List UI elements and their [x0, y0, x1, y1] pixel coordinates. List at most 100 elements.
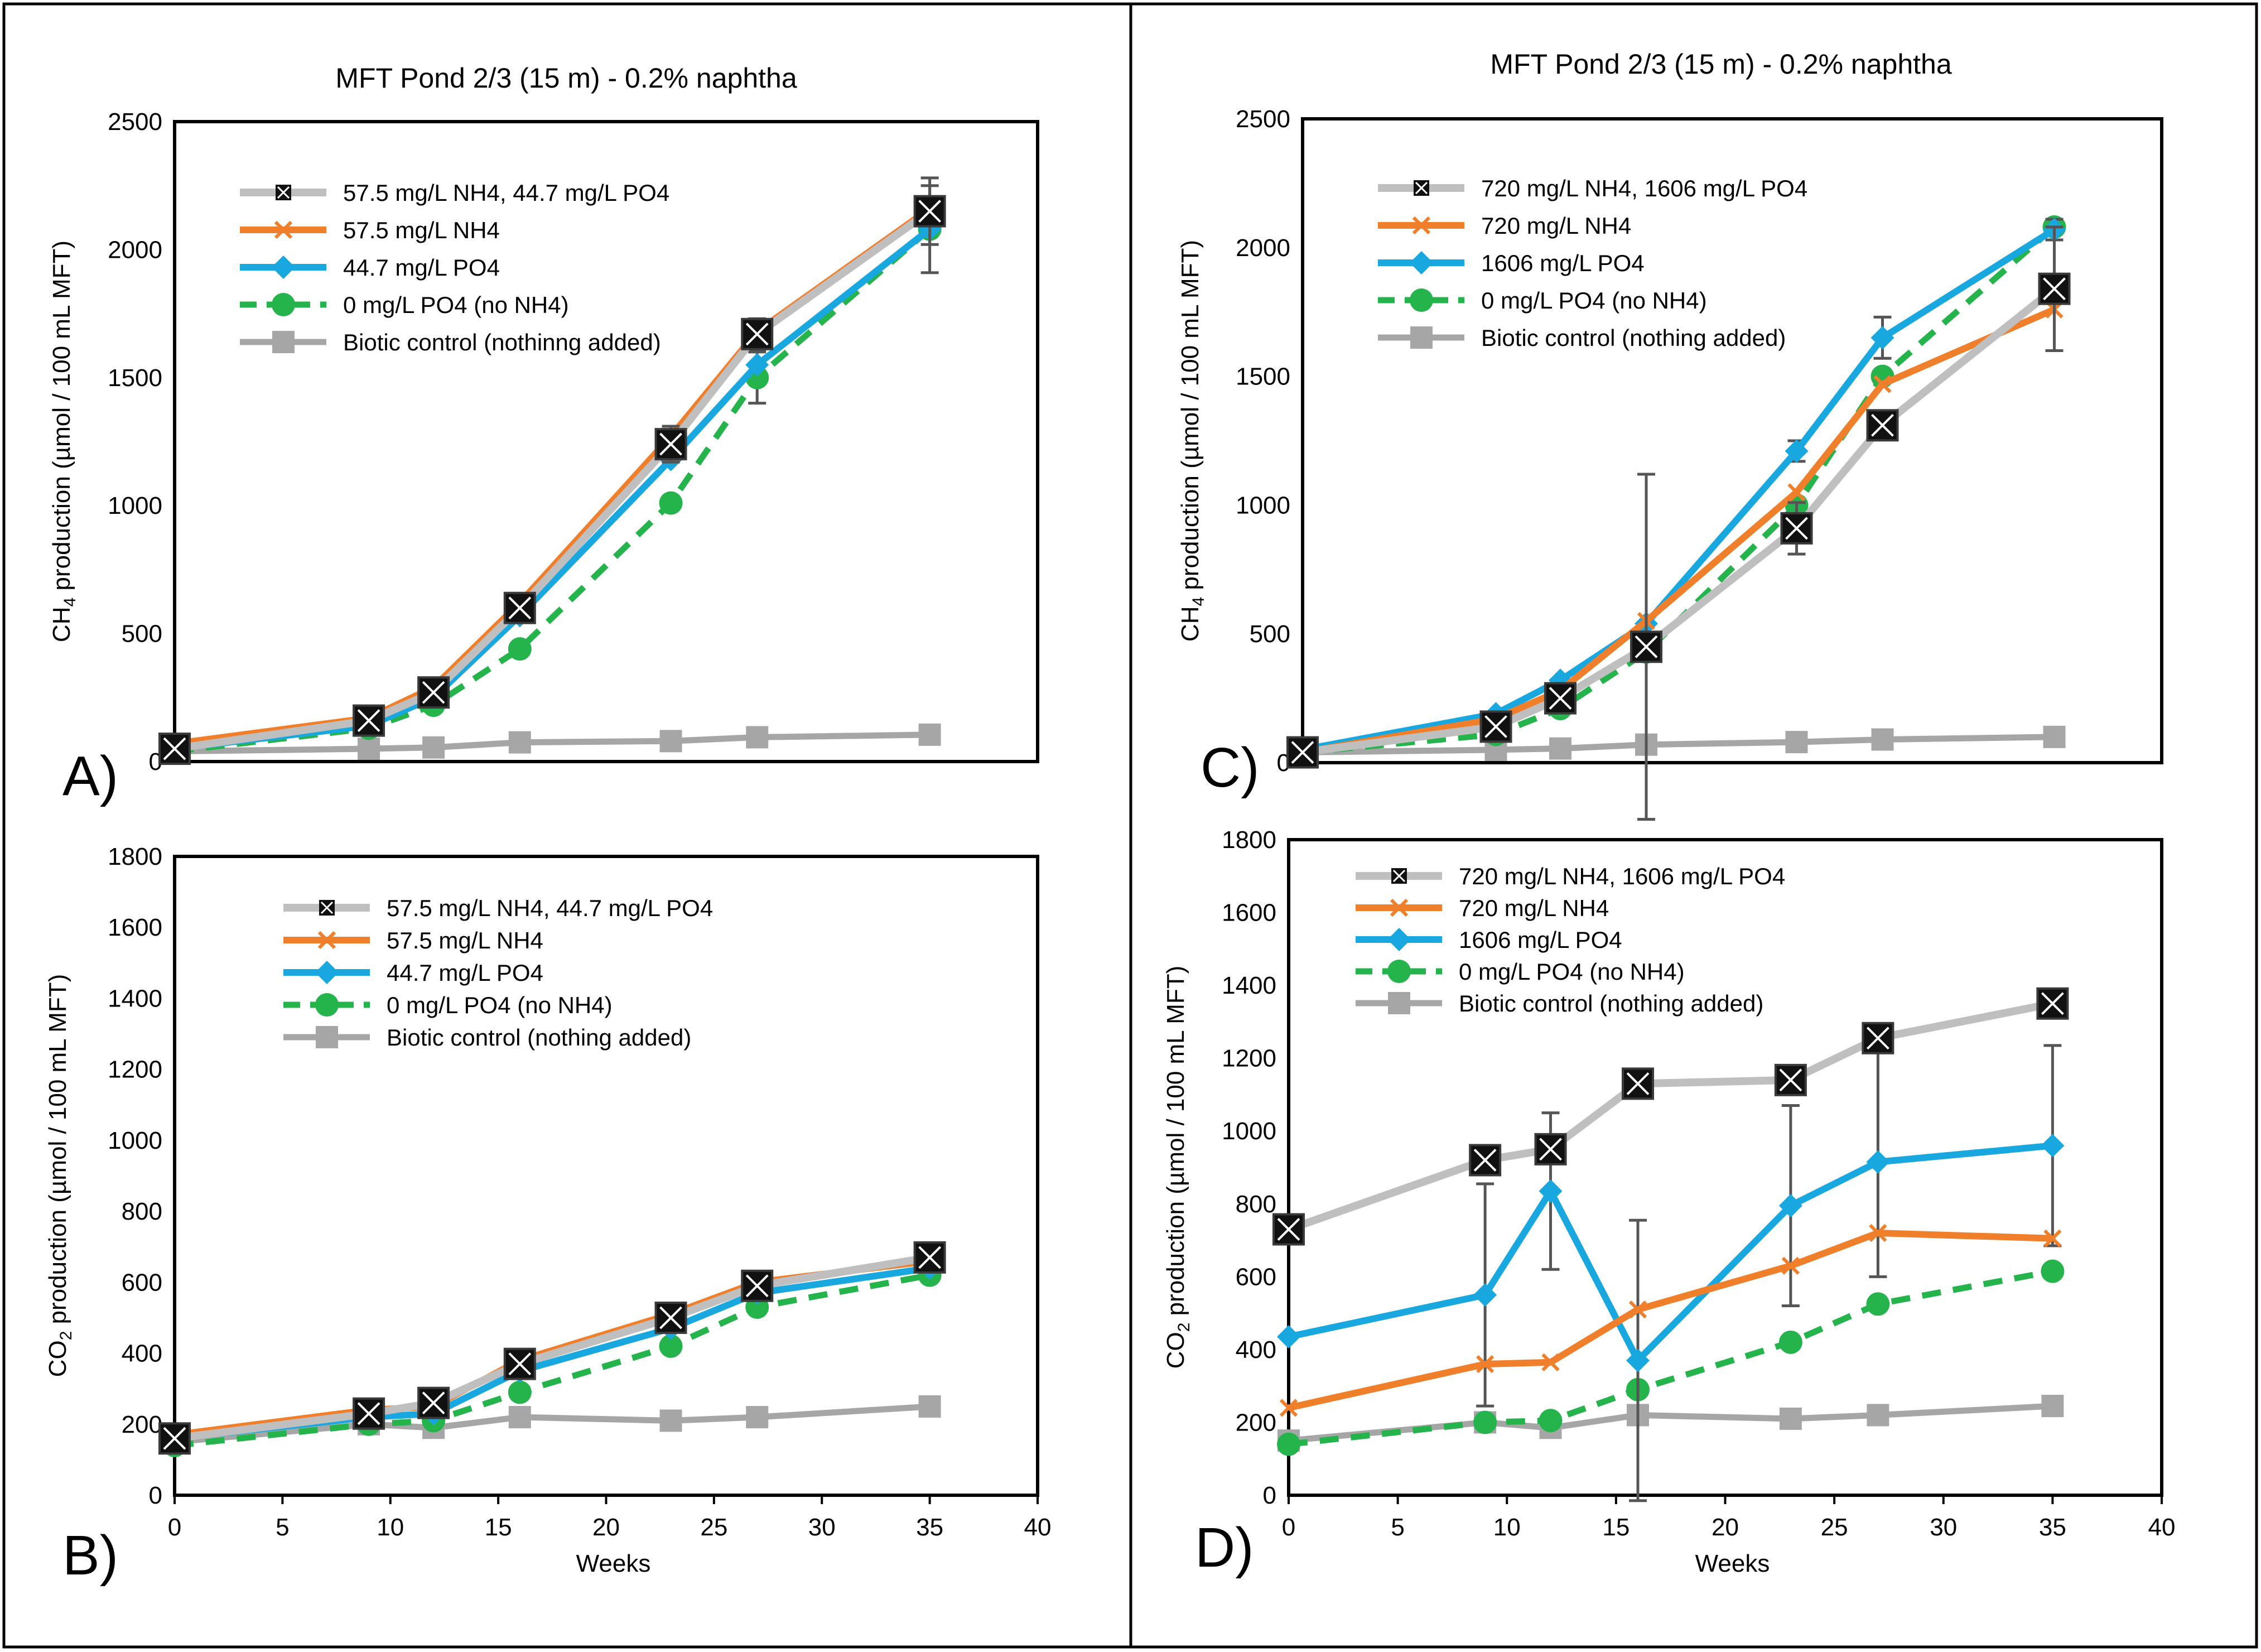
chart-d-series-3-point [1866, 1292, 1890, 1316]
chart-d-series-1-point [1869, 1224, 1887, 1242]
chart-b-series-0-point [741, 1269, 774, 1302]
chart-d-x-tick-label: 25 [1821, 1514, 1848, 1541]
chart-b-series-0-point [913, 1241, 946, 1274]
chart-c-legend-label-2: 1606 mg/L PO4 [1481, 250, 1645, 276]
chart-c-legend-label-0: 720 mg/L NH4, 1606 mg/L PO4 [1481, 175, 1807, 201]
chart-b-series-4-point [746, 1406, 769, 1429]
chart-c-y-tick-label: 2000 [1236, 234, 1290, 262]
chart-a-series-3-point [508, 637, 532, 661]
chart-b-x-tick-label: 0 [168, 1514, 181, 1541]
chart-c-series-2-point [1785, 439, 1809, 463]
chart-c-y-tick-label: 2500 [1236, 105, 1290, 133]
chart-d-legend-marker-3 [1387, 960, 1411, 983]
chart-c-legend-marker-0 [1414, 180, 1429, 196]
chart-c-y-tick-label: 500 [1250, 620, 1290, 648]
chart-b-series-3-point [659, 1334, 683, 1358]
chart-d-series-4-point [2041, 1395, 2064, 1418]
chart-a-series-0 [158, 176, 946, 765]
chart-d-y-tick-label: 1800 [1222, 826, 1276, 854]
chart-d-series-4-point [1779, 1407, 1802, 1430]
chart-a-series-0-point [741, 317, 774, 350]
chart-d-x-tick-label: 5 [1391, 1514, 1404, 1541]
chart-d-series-0-point [1272, 1213, 1305, 1246]
chart-b-legend-label-1: 57.5 mg/L NH4 [387, 927, 543, 953]
chart-c-legend-label-4: Biotic control (nothing added) [1481, 325, 1786, 351]
chart-d-series-2-point [1866, 1150, 1890, 1174]
chart-c-legend-marker-2 [1410, 251, 1433, 274]
chart-d-series-0 [1272, 987, 2069, 1246]
chart-d-series-2-point [1778, 1194, 1802, 1218]
chart-d-x-tick-label: 30 [1930, 1514, 1957, 1541]
chart-d-legend-label-0: 720 mg/L NH4, 1606 mg/L PO4 [1459, 863, 1785, 889]
chart-d-x-axis-title: Weeks [1695, 1550, 1770, 1577]
chart-b-y-tick-label: 1800 [108, 843, 162, 870]
chart-d-x-tick-label: 20 [1712, 1514, 1739, 1541]
chart-d-legend-label-4: Biotic control (nothing added) [1459, 990, 1763, 1017]
chart-b-y-tick-label: 400 [122, 1340, 162, 1367]
chart-c-legend-marker-1 [1412, 216, 1431, 235]
chart-d-legend-label-2: 1606 mg/L PO4 [1459, 927, 1622, 953]
chart-d-series-2-point [1277, 1325, 1300, 1349]
chart-a-legend-marker-0 [276, 185, 291, 200]
chart-d-series-1-point [1628, 1300, 1647, 1319]
chart-d-series-1-point [1541, 1353, 1560, 1371]
chart-d-x-tick-label: 35 [2039, 1514, 2066, 1541]
chart-a-legend-label-0: 57.5 mg/L NH4, 44.7 mg/L PO4 [343, 180, 669, 206]
chart-a-series-0-point [913, 195, 946, 228]
chart-a-legend-label-4: Biotic control (nothinng added) [343, 329, 661, 355]
chart-b-y-tick-label: 1400 [108, 985, 162, 1012]
chart-b-x-tick-label: 30 [808, 1514, 836, 1541]
panel-label-d: D) [1195, 1516, 1254, 1579]
chart-d-y-tick-label: 600 [1236, 1263, 1276, 1290]
chart-c-series-0-point [1630, 630, 1662, 663]
panel-label-c: C) [1201, 736, 1260, 799]
chart-c-series-1-point [1873, 375, 1892, 393]
chart-d-x-tick-label: 0 [1282, 1514, 1295, 1541]
chart-d-y-tick-label: 1000 [1222, 1118, 1276, 1145]
chart-a-series-0-point [654, 428, 687, 461]
chart-b-x-tick-label: 10 [377, 1514, 404, 1541]
chart-b-y-tick-label: 1200 [108, 1056, 162, 1083]
chart-a-series-4-point [422, 736, 445, 759]
chart-d-series-1-point [1279, 1399, 1298, 1417]
chart-b-x-axis-title: Weeks [576, 1550, 651, 1577]
chart-d-legend-marker-2 [1387, 928, 1411, 951]
chart-c-series-4-point [1871, 728, 1894, 751]
chart-c-legend-marker-3 [1410, 288, 1433, 312]
chart-a-legend-label-2: 44.7 mg/L PO4 [343, 254, 500, 281]
chart-d-series-0-point [1774, 1063, 1807, 1096]
chart-a-series-0-point [353, 704, 385, 737]
chart-b-y-axis-title: CO2 production (µmol / 100 mL MFT) [44, 974, 75, 1378]
chart-a-series-4-point [746, 726, 769, 749]
chart-c-series-0-point [1780, 512, 1813, 545]
chart-b-series-0-point [503, 1347, 536, 1380]
chart-a-legend-marker-3 [272, 293, 295, 316]
chart-c-series-0-point [1286, 736, 1319, 769]
chart-a-legend-label-1: 57.5 mg/L NH4 [343, 217, 500, 243]
chart-b-x-tick-label: 25 [700, 1514, 727, 1541]
chart-d-co2-production: 0 200 400 600 800 1000 1200 1400 1600 1800 0 5 10 15 2… [1162, 826, 2175, 1577]
chart-a-title: MFT Pond 2/3 (15 m) - 0.2% naphtha [335, 62, 797, 94]
chart-c-series-4-point [1785, 731, 1808, 754]
chart-d-y-tick-label: 1200 [1222, 1045, 1276, 1072]
chart-b-x-tick-label: 15 [485, 1514, 512, 1541]
chart-d-series-2 [1277, 1044, 2065, 1502]
chart-b-legend-marker-0 [319, 900, 335, 916]
chart-d-legend-label-3: 0 mg/L PO4 (no NH4) [1459, 959, 1685, 985]
chart-c-series-1-point [1787, 483, 1806, 502]
chart-c-legend: 720 mg/L NH4, 1606 mg/L PO4 720 mg/L NH4 1… [1378, 175, 1807, 351]
chart-a-series-4-point [358, 738, 380, 760]
chart-d-series-1-point [2043, 1229, 2062, 1248]
chart-b-series-3-point [508, 1380, 532, 1404]
chart-a-legend-marker-4 [272, 331, 295, 353]
chart-c-series-0-point [1479, 710, 1512, 743]
chart-d-series-0-point [1534, 1133, 1567, 1165]
chart-d-series-0-point [1622, 1067, 1654, 1100]
chart-a-y-tick-label: 2500 [108, 108, 162, 136]
right-panel-frame [1129, 2, 2258, 1649]
chart-c-y-axis-title: CH4 production (µmol / 100 mL MFT) [1177, 240, 1208, 642]
chart-d-y-tick-label: 800 [1236, 1191, 1276, 1218]
chart-a-y-tick-label: 500 [122, 620, 162, 648]
